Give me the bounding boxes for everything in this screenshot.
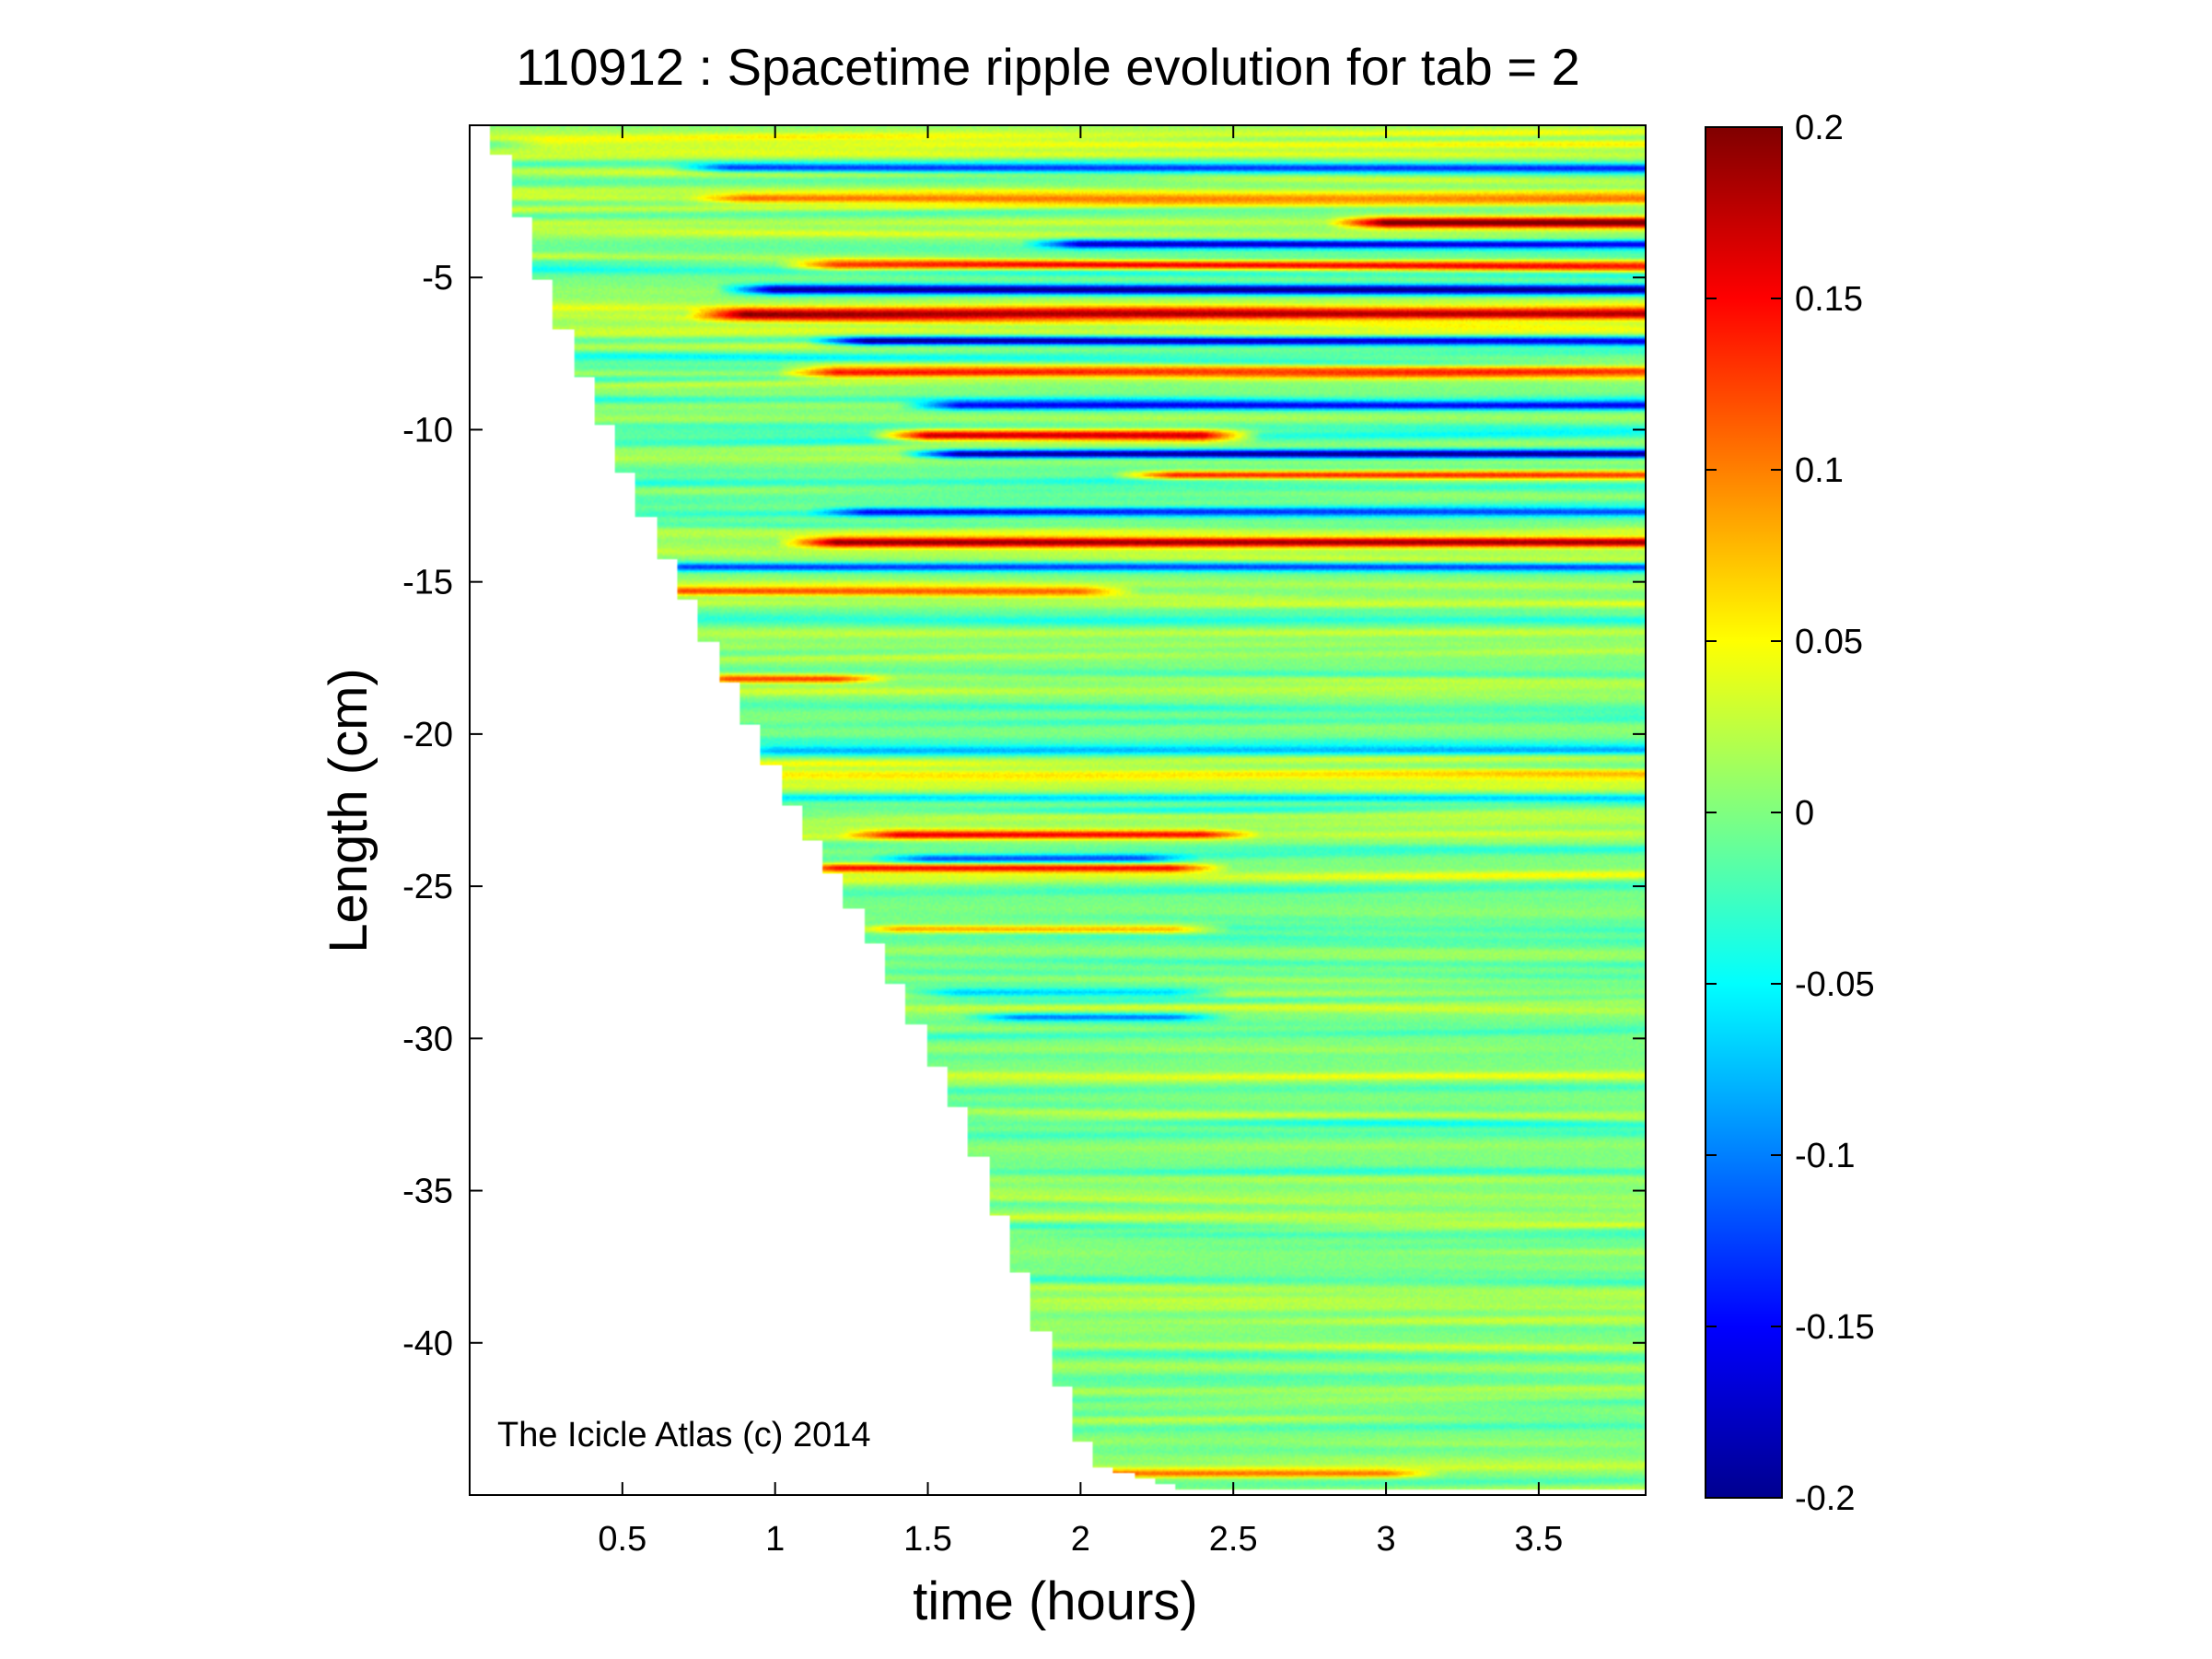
y-tick-label: -20	[402, 716, 453, 754]
chart-title: 110912 : Spacetime ripple evolution for …	[516, 38, 1580, 96]
colorbar-tick-label: -0.1	[1795, 1137, 1855, 1175]
colorbar-tick-label: 0	[1795, 794, 1814, 833]
y-tick-label: -5	[422, 259, 453, 298]
heatmap-image	[470, 125, 1646, 1495]
x-tick-label: 1	[765, 1520, 785, 1559]
colorbar-tick-label: -0.05	[1795, 965, 1875, 1004]
y-tick-label: -40	[402, 1325, 453, 1363]
colorbar-tick-label: -0.2	[1795, 1479, 1855, 1518]
x-axis-label: time (hours)	[913, 1571, 1197, 1631]
x-tick-label: 2.5	[1209, 1520, 1258, 1559]
y-tick-label: -35	[402, 1173, 453, 1211]
y-tick-label: -30	[402, 1020, 453, 1058]
x-axis-ticks: 0.5 1 1.5 2 2.5 3 3.5	[598, 125, 1563, 1559]
y-tick-label: -10	[402, 411, 453, 450]
colorbar-tick-label: 0.1	[1795, 451, 1844, 490]
y-tick-label: -25	[402, 868, 453, 906]
colorbar-tick-label: 0.2	[1795, 109, 1844, 147]
y-axis-ticks: -5 -10 -15 -20 -25 -30 -35 -40	[402, 259, 1646, 1363]
plot-frame	[469, 124, 1647, 1496]
x-tick-label: 2	[1071, 1520, 1090, 1559]
y-axis-label: Length (cm)	[319, 668, 378, 952]
colorbar-ticks: 0.2 0.15 0.1 0.05 0 -0.05 -0.1 -0.15 -0.2	[1706, 109, 1875, 1518]
copyright-annotation: The Icicle Atlas (c) 2014	[497, 1416, 871, 1455]
x-tick-label: 1.5	[903, 1520, 952, 1559]
x-tick-label: 3	[1376, 1520, 1395, 1559]
y-tick-label: -15	[402, 564, 453, 602]
heatmap-plot-area	[470, 125, 1646, 1495]
colorbar-tick-label: -0.15	[1795, 1308, 1875, 1347]
x-tick-label: 3.5	[1514, 1520, 1563, 1559]
colorbar-tick-label: 0.05	[1795, 623, 1863, 661]
colorbar	[1705, 126, 1783, 1499]
x-tick-label: 0.5	[598, 1520, 646, 1559]
colorbar-tick-label: 0.15	[1795, 280, 1863, 319]
